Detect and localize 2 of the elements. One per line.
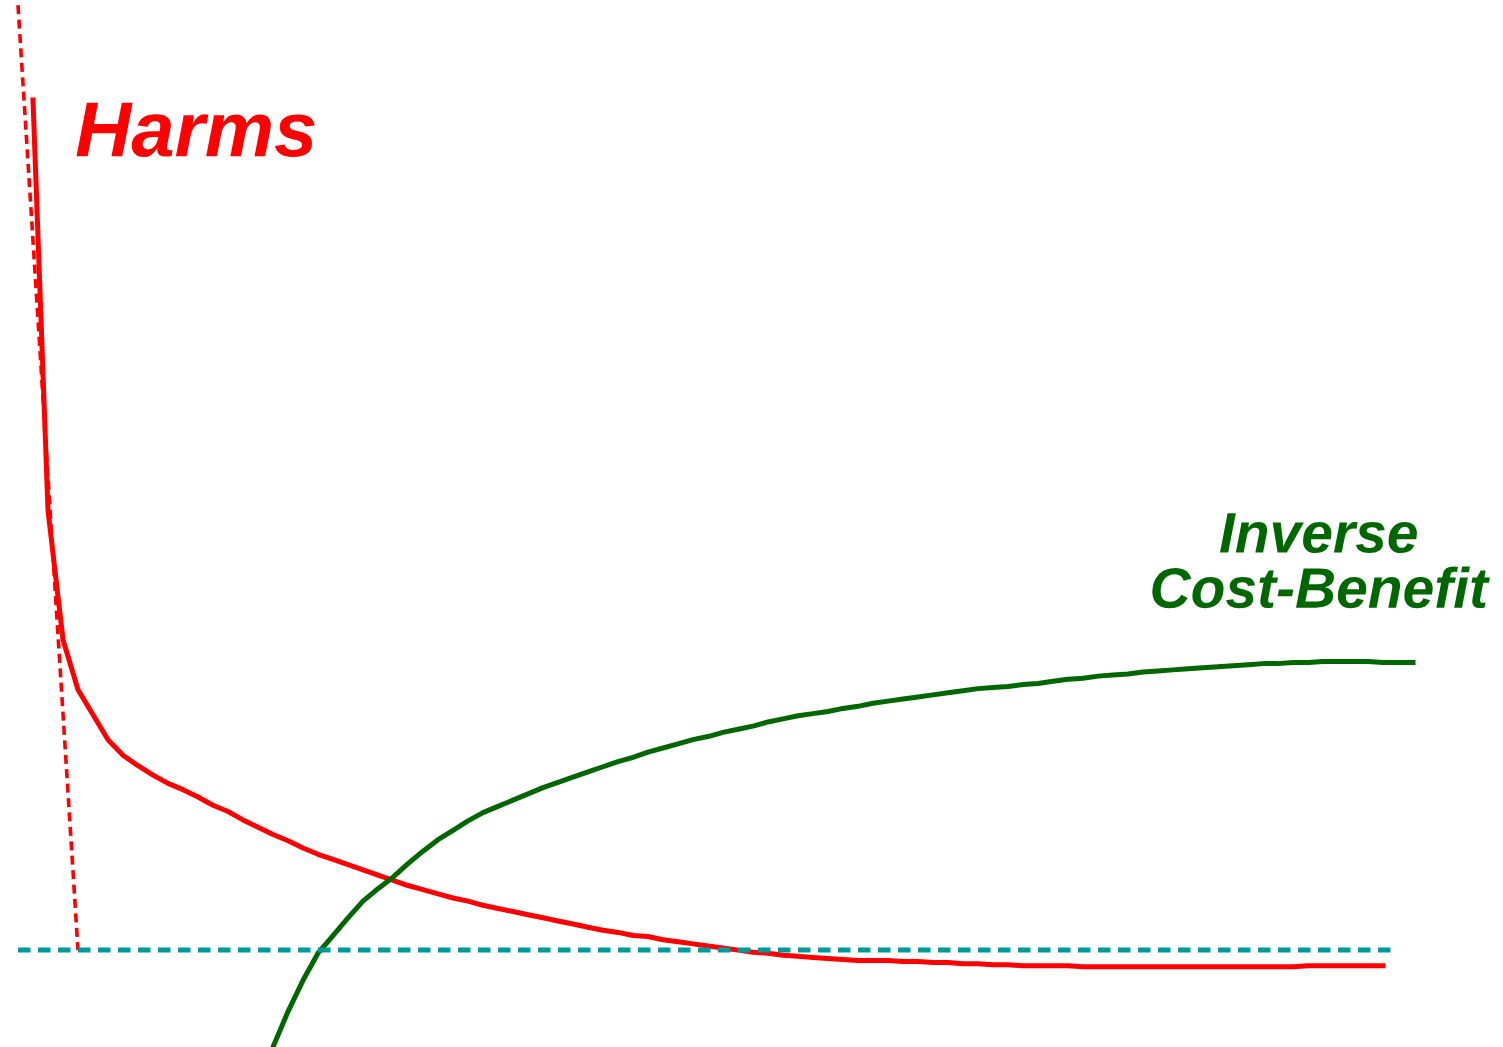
series-label: Harms [76,102,315,157]
series-label: Inverse Cost-Benefit [1152,513,1490,609]
